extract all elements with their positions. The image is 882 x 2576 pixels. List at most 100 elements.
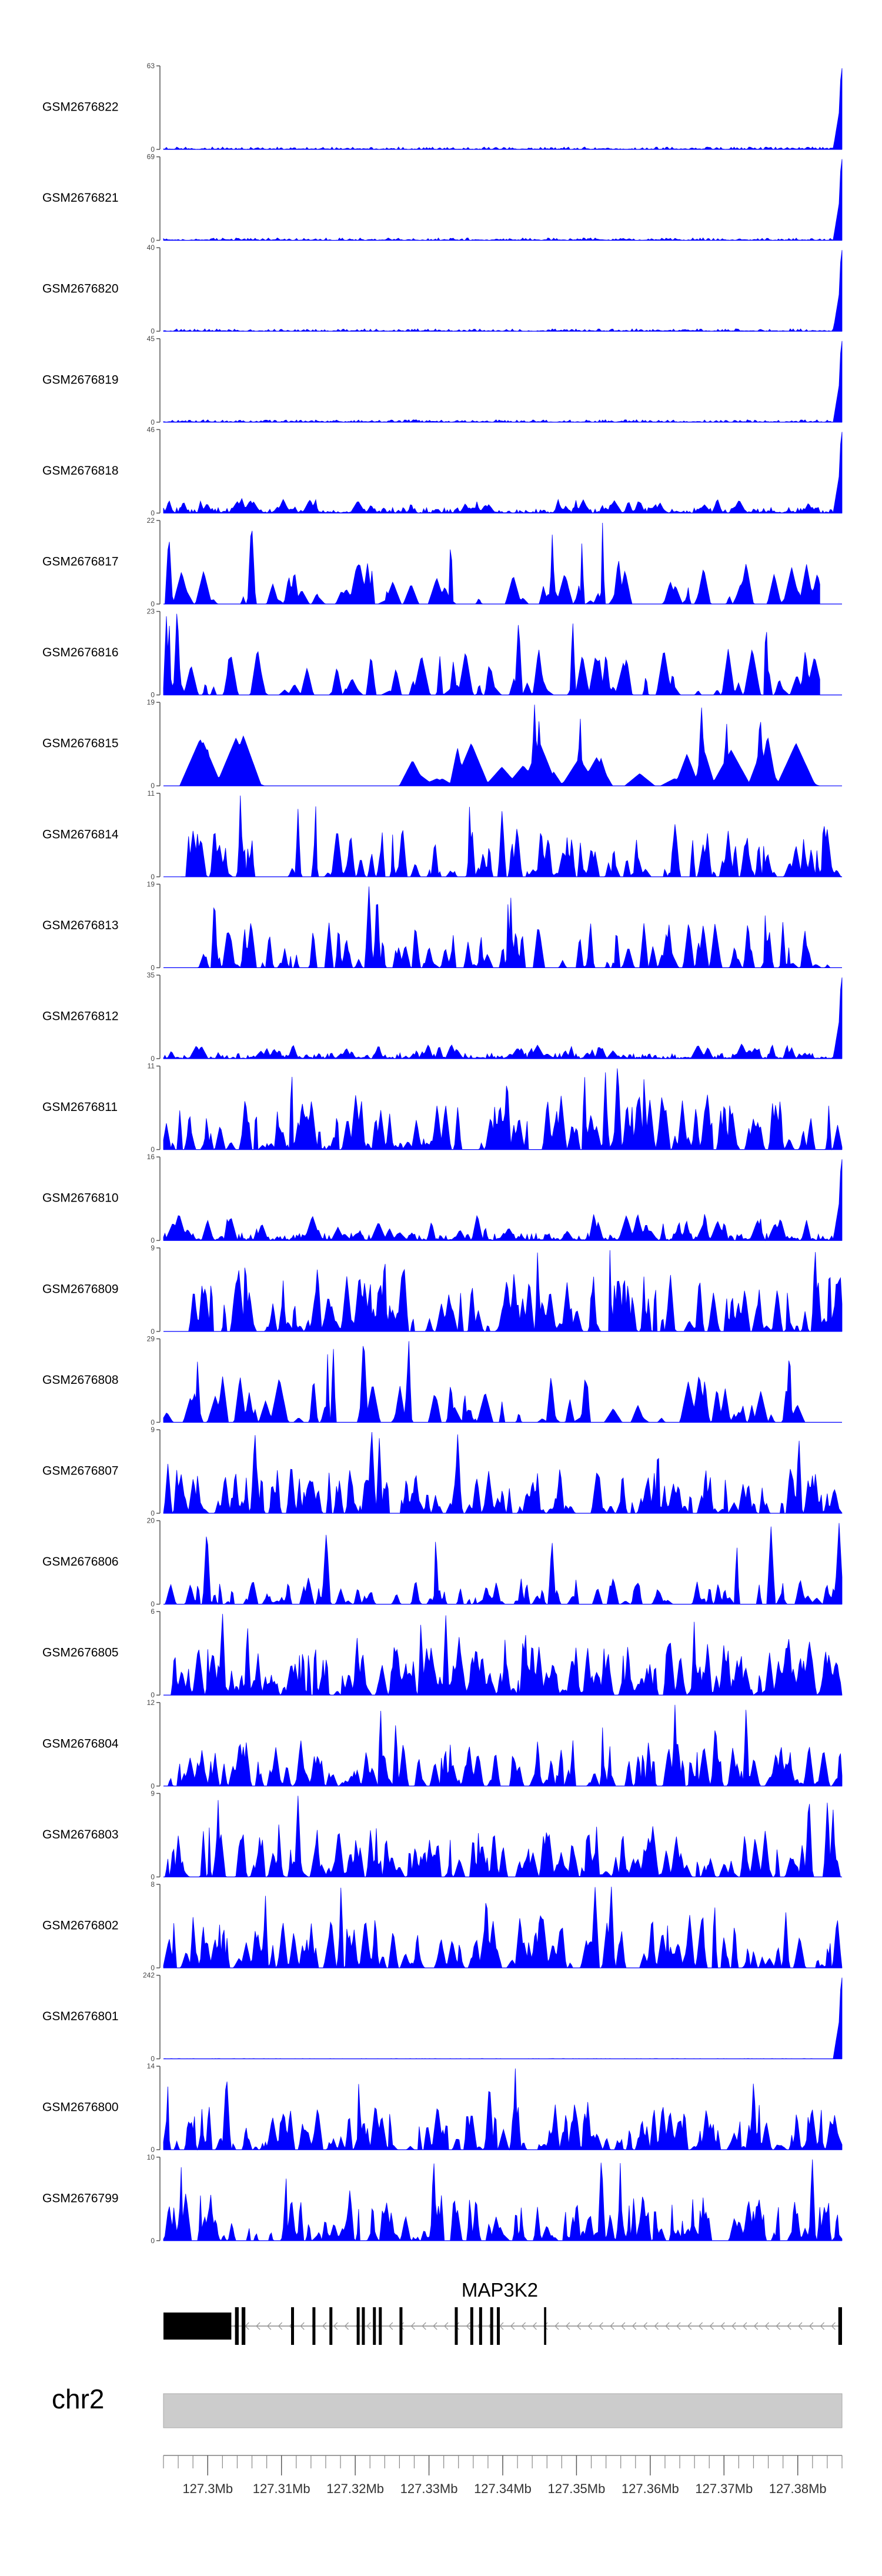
y-min-label: 0 xyxy=(151,327,155,335)
coverage-area xyxy=(163,1250,843,1333)
coverage-area xyxy=(163,1523,843,1605)
track-label: GSM2676822 xyxy=(42,101,119,114)
strand-chevron xyxy=(776,2322,780,2330)
track-label: GSM2676821 xyxy=(42,191,119,205)
strand-chevron xyxy=(599,2322,603,2330)
coverage-area xyxy=(163,68,843,150)
strand-chevron xyxy=(676,2322,681,2330)
exon xyxy=(373,2307,376,2345)
strand-chevron xyxy=(720,2322,725,2330)
strand-chevron xyxy=(709,2322,714,2330)
y-min-label: 0 xyxy=(151,1600,155,1609)
track-label: GSM2676812 xyxy=(42,1010,119,1023)
strand-chevron xyxy=(366,2322,371,2330)
track-label: GSM2676815 xyxy=(42,737,119,750)
strand-chevron xyxy=(764,2322,770,2330)
genome-axis-label: 127.3Mb xyxy=(182,2481,233,2496)
track-GSM2676808: GSM2676808 29 0 xyxy=(42,1334,842,1426)
coverage-area xyxy=(163,2068,843,2151)
strand-chevron xyxy=(266,2322,272,2330)
coverage-area xyxy=(190,886,831,969)
track-GSM2676801: GSM2676801 242 0 xyxy=(42,1971,843,2063)
y-max-label: 11 xyxy=(148,789,155,798)
y-max-label: 10 xyxy=(147,2153,155,2161)
exon xyxy=(455,2307,458,2345)
strand-chevron xyxy=(743,2322,747,2330)
coverage-area xyxy=(163,1886,843,1969)
strand-chevron xyxy=(643,2322,648,2330)
track-GSM2676805: GSM2676805 6 0 xyxy=(42,1607,843,1699)
y-min-label: 0 xyxy=(151,1327,155,1336)
strand-chevron xyxy=(576,2322,582,2330)
y-min-label: 0 xyxy=(151,1055,155,1063)
strand-chevron xyxy=(798,2322,803,2330)
track-GSM2676812: GSM2676812 35 0 xyxy=(42,971,843,1063)
y-min-label: 0 xyxy=(151,2145,155,2154)
genome-axis-label: 127.31Mb xyxy=(253,2481,310,2496)
track-label: GSM2676803 xyxy=(42,1828,119,1841)
exon xyxy=(312,2307,316,2345)
strand-chevron xyxy=(632,2322,637,2330)
track-GSM2676799: GSM2676799 10 0 xyxy=(42,2153,843,2245)
exon xyxy=(163,2313,232,2340)
strand-chevron xyxy=(466,2322,470,2330)
y-min-label: 0 xyxy=(151,145,155,154)
gene-model-MAP3K2: MAP3K2 xyxy=(163,2279,842,2345)
coverage-area xyxy=(163,1796,842,1878)
y-min-label: 0 xyxy=(151,2237,155,2245)
track-GSM2676821: GSM2676821 69 0 xyxy=(42,153,843,245)
y-max-label: 242 xyxy=(143,1971,155,1980)
y-max-label: 16 xyxy=(147,1153,155,1161)
exon xyxy=(470,2307,473,2345)
y-min-label: 0 xyxy=(151,1146,155,1154)
strand-chevron xyxy=(433,2322,437,2330)
track-GSM2676809: GSM2676809 9 0 xyxy=(42,1244,843,1336)
track-label: GSM2676819 xyxy=(42,373,119,386)
y-max-label: 9 xyxy=(151,1789,155,1797)
y-min-label: 0 xyxy=(151,1236,155,1244)
y-max-label: 14 xyxy=(147,2062,155,2070)
strand-chevron xyxy=(532,2322,537,2330)
coverage-area xyxy=(163,341,843,423)
track-label: GSM2676811 xyxy=(42,1100,118,1114)
track-label: GSM2676807 xyxy=(42,1464,119,1478)
coverage-area xyxy=(163,1068,843,1150)
genome-axis-label: 127.34Mb xyxy=(474,2481,532,2496)
strand-chevron xyxy=(278,2322,283,2330)
track-GSM2676807: GSM2676807 9 0 xyxy=(42,1426,843,1517)
y-min-label: 0 xyxy=(151,1873,155,1881)
coverage-area xyxy=(163,432,843,514)
strand-chevron xyxy=(245,2322,249,2330)
y-max-label: 19 xyxy=(147,698,155,706)
y-min-label: 0 xyxy=(151,1782,155,1790)
track-label: GSM2676804 xyxy=(42,1737,119,1750)
track-GSM2676815: GSM2676815 19 0 xyxy=(42,698,842,790)
strand-chevron xyxy=(422,2322,426,2330)
coverage-area xyxy=(163,1159,843,1242)
y-max-label: 23 xyxy=(147,608,155,616)
track-GSM2676806: GSM2676806 20 0 xyxy=(42,1517,843,1609)
track-label: GSM2676817 xyxy=(42,555,119,569)
y-max-label: 22 xyxy=(147,516,155,525)
track-GSM2676802: GSM2676802 8 0 xyxy=(42,1880,843,1972)
y-min-label: 0 xyxy=(151,691,155,699)
chromosome-label: chr2 xyxy=(52,2384,104,2414)
y-min-label: 0 xyxy=(151,963,155,972)
y-max-label: 20 xyxy=(147,1517,155,1525)
strand-chevron xyxy=(565,2322,570,2330)
strand-chevron xyxy=(731,2322,736,2330)
coverage-area xyxy=(163,159,843,241)
strand-chevron xyxy=(787,2322,791,2330)
strand-chevron xyxy=(687,2322,692,2330)
strand-chevron xyxy=(521,2322,526,2330)
strand-chevron xyxy=(499,2322,504,2330)
strand-chevron xyxy=(256,2322,260,2330)
exon xyxy=(399,2307,403,2345)
track-label: GSM2676801 xyxy=(42,2010,119,2023)
track-GSM2676810: GSM2676810 16 0 xyxy=(42,1153,843,1244)
y-max-label: 29 xyxy=(147,1334,155,1343)
track-label: GSM2676802 xyxy=(42,1919,119,1933)
track-label: GSM2676820 xyxy=(42,282,119,296)
exon xyxy=(329,2307,333,2345)
track-GSM2676800: GSM2676800 14 0 xyxy=(42,2062,843,2154)
